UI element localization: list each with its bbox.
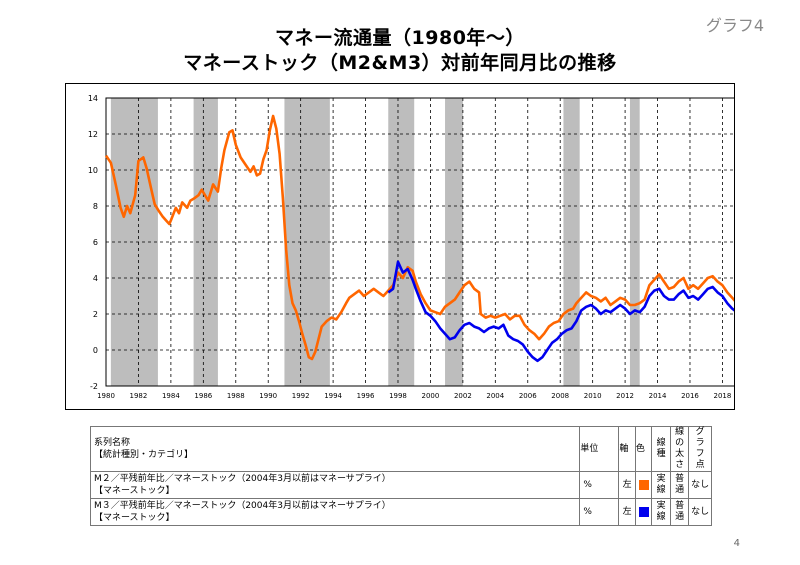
series-line-1 (387, 260, 734, 363)
header-unit: 単位 (579, 426, 620, 472)
x-tick-label: 1988 (227, 392, 245, 400)
series-unit: % (579, 471, 620, 499)
graph-number-badge: グラフ4 (705, 16, 764, 35)
x-tick-label: 1980 (97, 392, 115, 400)
x-tick-label: 1990 (259, 392, 277, 400)
x-tick-label: 2008 (551, 392, 569, 400)
x-tick-label: 1984 (162, 392, 180, 400)
series-line-type: 実線 (656, 501, 666, 522)
y-tick-label: 8 (93, 202, 98, 211)
x-tick-label: 2014 (649, 392, 667, 400)
x-tick-label: 2000 (422, 392, 440, 400)
series-line-width: 普通 (675, 501, 685, 522)
x-tick-label: 1986 (194, 392, 212, 400)
x-tick-label: 2016 (681, 392, 699, 400)
series-name: M３／平残前年比／マネーストック（2004年3月以前はマネーサプライ） (94, 501, 391, 511)
header-series-name: 系列名称 【統計種別・カテゴリ】 (89, 426, 581, 472)
x-tick-label: 1994 (324, 392, 342, 400)
series-unit: % (579, 498, 620, 526)
x-tick-label: 1998 (389, 392, 407, 400)
x-tick-label: 1982 (130, 392, 148, 400)
series-line-width: 普通 (675, 474, 685, 495)
series-points: なし (688, 471, 712, 499)
series-category: 【マネーストック】 (94, 513, 175, 523)
recession-band (563, 98, 580, 386)
series-color-swatch (638, 506, 649, 517)
header-color: 色 (634, 426, 653, 472)
series-axis: 左 (618, 471, 636, 499)
chart-title-line1: マネー流通量（1980年～） (275, 27, 525, 49)
series-legend-table: 系列名称 【統計種別・カテゴリ】 単位 軸 色 線種 線の太さ グラフ点 M２／… (89, 426, 712, 526)
header-line-width: 線の太さ (675, 427, 685, 470)
y-tick-label: 0 (93, 346, 98, 355)
header-axis: 軸 (618, 426, 636, 472)
header-graph-points: グラフ点 (695, 427, 705, 470)
series-category: 【マネーストック】 (94, 486, 175, 496)
plot-border (105, 97, 734, 387)
x-tick-label: 1992 (292, 392, 310, 400)
y-tick-label: 6 (93, 238, 98, 247)
chart-title-line2: マネーストック（M2&M3）対前年同月比の推移 (183, 52, 617, 74)
legend-header-row: 系列名称 【統計種別・カテゴリ】 単位 軸 色 線種 線の太さ グラフ点 (89, 426, 712, 472)
series-line-type: 実線 (656, 474, 666, 495)
series-points: なし (688, 498, 712, 526)
x-tick-label: 2012 (616, 392, 634, 400)
y-tick-label: 10 (88, 166, 98, 175)
header-line-type: 線種 (656, 438, 666, 459)
y-tick-label: -2 (90, 382, 98, 391)
chart-frame: -2 0 2 4 6 8 10 12 14 1980 1982 1984 1986 1988 1990 199… (65, 83, 735, 410)
legend-row-m3: M３／平残前年比／マネーストック（2004年3月以前はマネーサプライ） 【マネー… (89, 498, 712, 526)
x-tick-label: 2018 (714, 392, 732, 400)
x-tick-label: 2010 (584, 392, 602, 400)
series-line-0 (104, 114, 734, 361)
line-chart: -2 0 2 4 6 8 10 12 14 1980 1982 1984 1986 1988 1990 199… (88, 94, 734, 400)
y-tick-label: 12 (88, 130, 98, 139)
x-tick-label: 2002 (454, 392, 472, 400)
header-series-name-line2: 【統計種別・カテゴリ】 (94, 450, 194, 460)
page-number: 4 (733, 538, 740, 549)
y-tick-label: 2 (93, 310, 98, 319)
header-series-name-line1: 系列名称 (94, 438, 131, 448)
series-name: M２／平残前年比／マネーストック（2004年3月以前はマネーサプライ） (94, 474, 391, 484)
x-tick-label: 2006 (519, 392, 537, 400)
x-tick-label: 2004 (486, 392, 504, 400)
y-tick-label: 14 (88, 94, 98, 103)
y-tick-label: 4 (93, 274, 98, 283)
series-color-swatch (638, 479, 649, 490)
legend-row-m2: M２／平残前年比／マネーストック（2004年3月以前はマネーサプライ） 【マネー… (89, 471, 712, 499)
series-axis: 左 (618, 498, 636, 526)
x-tick-label: 1996 (357, 392, 375, 400)
